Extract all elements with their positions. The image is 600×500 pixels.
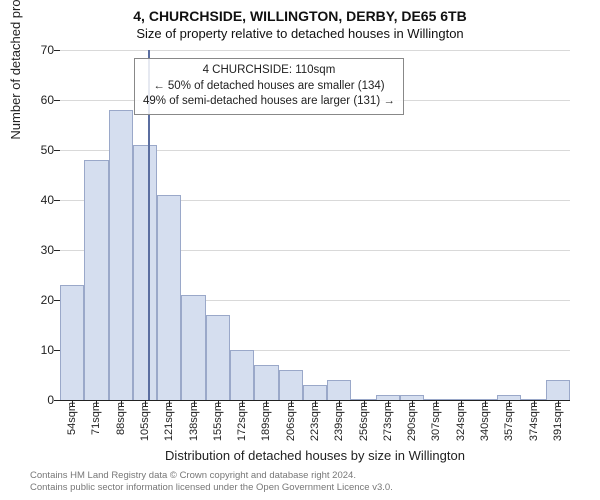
bar [254,365,278,400]
y-axis-label: Number of detached properties [8,0,23,225]
footer-line-2: Contains public sector information licen… [30,482,393,494]
bar [157,195,181,400]
bar [327,380,351,400]
ytick-mark [54,50,60,51]
bar [206,315,230,400]
annotation-box: 4 CHURCHSIDE: 110sqm← 50% of detached ho… [134,58,404,115]
footer: Contains HM Land Registry data © Crown c… [30,470,393,494]
annotation-line: ← 50% of detached houses are smaller (13… [143,79,395,95]
bar [303,385,327,400]
ytick-label: 40 [24,193,54,207]
bar [84,160,108,400]
title-area: 4, CHURCHSIDE, WILLINGTON, DERBY, DE65 6… [0,0,600,41]
bar [230,350,254,400]
ytick-mark [54,250,60,251]
x-axis [60,400,570,401]
address-title: 4, CHURCHSIDE, WILLINGTON, DERBY, DE65 6… [0,8,600,24]
ytick-label: 60 [24,93,54,107]
ytick-label: 30 [24,243,54,257]
ytick-label: 70 [24,43,54,57]
bar [133,145,157,400]
ytick-label: 10 [24,343,54,357]
ytick-mark [54,150,60,151]
plot-area: 01020304050607054sqm71sqm88sqm105sqm121s… [60,50,570,400]
ytick-label: 50 [24,143,54,157]
ytick-label: 0 [24,393,54,407]
x-axis-label: Distribution of detached houses by size … [60,448,570,463]
subtitle: Size of property relative to detached ho… [0,26,600,41]
bar [181,295,205,400]
footer-line-1: Contains HM Land Registry data © Crown c… [30,470,393,482]
ytick-mark [54,100,60,101]
annotation-line: 49% of semi-detached houses are larger (… [143,94,395,110]
ytick-mark [54,200,60,201]
annotation-line: 4 CHURCHSIDE: 110sqm [143,63,395,79]
chart-container: 4, CHURCHSIDE, WILLINGTON, DERBY, DE65 6… [0,0,600,500]
plot: 01020304050607054sqm71sqm88sqm105sqm121s… [60,50,570,400]
ytick-label: 20 [24,293,54,307]
bar [546,380,570,400]
bar [60,285,84,400]
bar [109,110,133,400]
gridline [60,50,570,51]
bar [279,370,303,400]
